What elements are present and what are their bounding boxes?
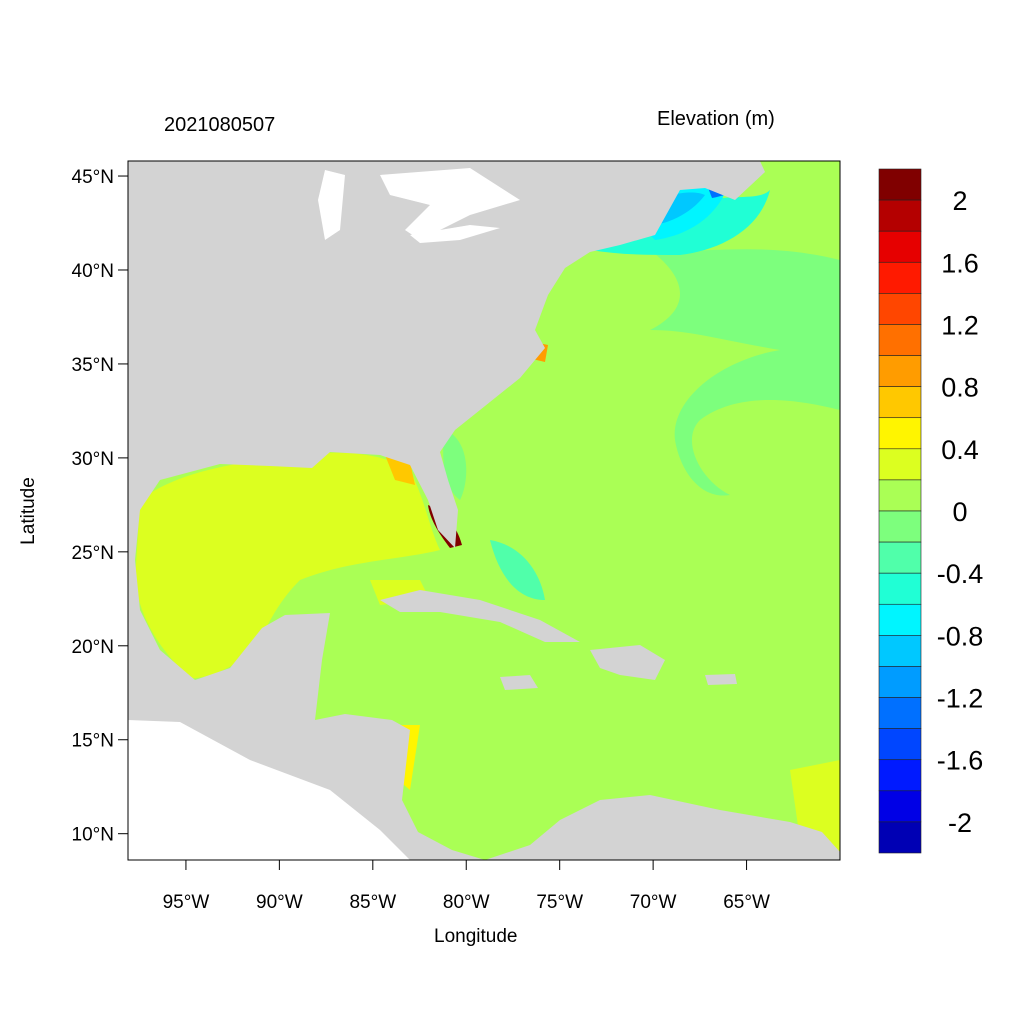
colorbar-swatch [878,199,922,232]
x-tick-label: 80°W [443,892,490,913]
y-tick-label: 20°N [72,637,114,658]
x-tick-label: 85°W [349,892,396,913]
colorbar-label: 1.2 [941,310,979,340]
negative-anomaly-region [650,249,840,496]
colorbar-swatch [878,572,922,605]
y-tick-label: 25°N [72,543,114,564]
colorbar-label: 0.4 [941,435,979,465]
colorbar-label: 2 [952,186,967,216]
x-tick-label: 75°W [536,892,583,913]
cuba-land [380,590,580,642]
colorbar-swatch [878,230,922,263]
colorbar-swatch [878,479,922,512]
colorbar-swatch [878,293,922,325]
plot-frame [127,160,841,861]
colorbar-swatch [878,759,922,792]
y-tick-label: 40°N [72,261,114,282]
colorbar-swatch [878,603,922,636]
colorbar-swatch [878,355,922,387]
colorbar-swatch [878,728,922,761]
colorbar-swatch [878,448,922,481]
x-axis-label: Longitude [434,926,518,947]
pacific-outside-domain [128,720,410,860]
x-tick-label: 95°W [163,892,210,913]
colorbar-label: 1.6 [941,248,979,278]
y-tick-label: 10°N [72,825,114,846]
colorbar-label: -1.6 [937,746,984,776]
colorbar-swatch [878,790,922,823]
gulf-positive-anomaly [135,452,440,679]
puerto-rico-land [705,674,737,685]
colorbar-label: 0.8 [941,373,979,403]
axes: 95°W 90°W 85°W 80°W 75°W 70°W 65°W 45°N 40°N 35°N… [72,167,770,913]
colorbar-swatch [878,635,922,667]
colorbar-swatch [878,541,922,574]
map-variable-title: Elevation (m) [657,108,775,130]
south-america-land [485,795,840,860]
north-america-land [128,161,765,860]
y-tick-label: 15°N [72,731,114,752]
colorbar-swatch [878,821,922,854]
negative-anomaly-region [490,540,545,600]
x-tick-label: 90°W [256,892,303,913]
colorbar-label: 0 [952,497,967,527]
colorbar-label: -0.4 [937,559,984,589]
colorbar-swatch [878,261,922,294]
colorbar-label: -1.2 [937,684,984,714]
hispaniola-land [590,645,665,680]
negative-anomaly-region [443,430,467,500]
colorbar-swatch [878,168,922,201]
colorbar-swatch [878,666,922,698]
colorbar-swatch [878,386,922,419]
y-tick-label: 30°N [72,449,114,470]
y-tick-label: 45°N [72,167,114,188]
colorbar-swatch [878,510,922,543]
map-field [128,161,840,860]
x-tick-label: 65°W [723,892,770,913]
great-lakes [318,168,520,243]
colorbar-swatch [878,697,922,729]
colorbar-label: -0.8 [937,621,984,651]
jamaica-land [500,675,538,690]
colorbar-label: -2 [948,808,972,838]
map-date-title: 2021080507 [164,114,276,136]
x-tick-label: 70°W [630,892,677,913]
colorbar-swatch [878,324,922,356]
y-tick-label: 35°N [72,355,114,376]
colorbar: 2 1.6 1.2 0.8 0.4 0 -0.4 -0.8 -1.2 -1.6 -2 [878,168,984,854]
colorbar-swatch [878,417,922,450]
